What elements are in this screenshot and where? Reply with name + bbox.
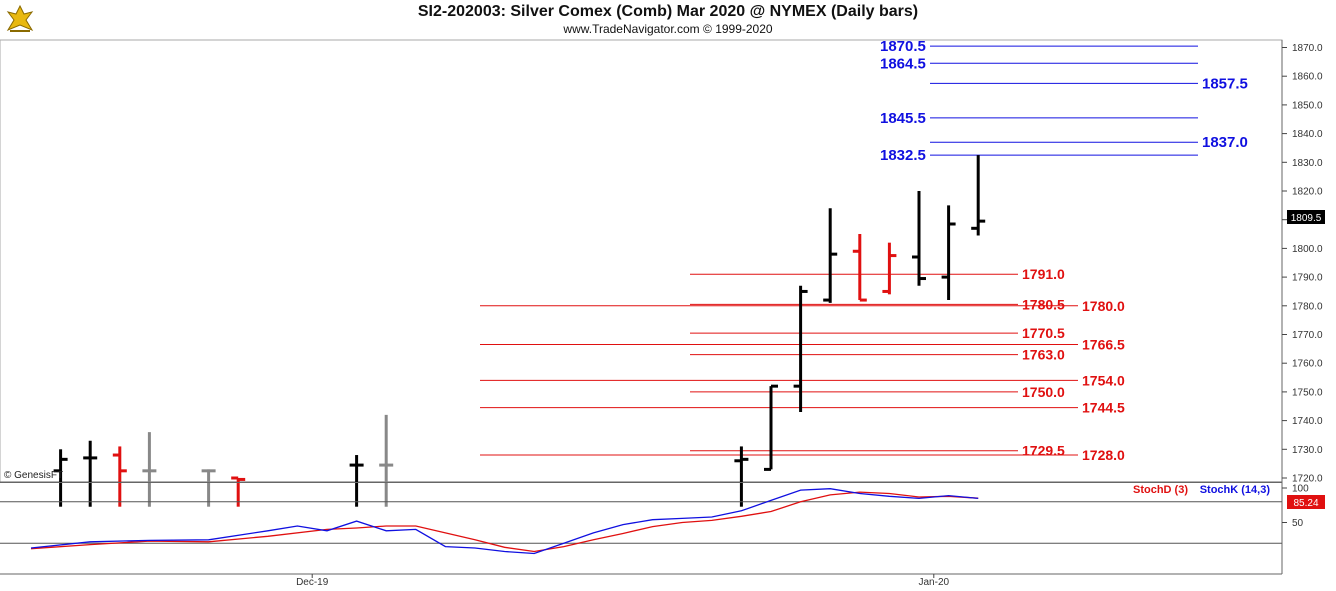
y-tick-label: 1820.0 xyxy=(1292,187,1323,198)
ohlc-bar xyxy=(112,446,127,507)
last-price-label: 1809.5 xyxy=(1291,213,1322,224)
level-label: 1845.5 xyxy=(880,110,926,127)
level-label: 1780.5 xyxy=(1022,296,1065,312)
y-tick-label: 1750.0 xyxy=(1292,387,1323,398)
level-label: 1754.0 xyxy=(1082,372,1125,388)
ohlc-bar xyxy=(349,455,364,507)
level-label: 1728.0 xyxy=(1082,447,1125,463)
y-tick-label: 1870.0 xyxy=(1292,43,1323,54)
level-label: 1750.0 xyxy=(1022,384,1065,400)
stochastic-panel: 50 100 xyxy=(0,484,1309,555)
x-tick-label: Dec-19 xyxy=(296,577,329,588)
level-label: 1763.0 xyxy=(1022,347,1065,363)
y-tick-label: 1720.0 xyxy=(1292,474,1323,485)
ohlc-bar xyxy=(971,155,986,236)
y-tick-label: 1770.0 xyxy=(1292,330,1323,341)
level-label: 1870.5 xyxy=(880,38,926,55)
price-panel-frame xyxy=(0,39,1283,483)
legend-stochk: StochK (14,3) xyxy=(1200,484,1271,496)
stoch-series-line xyxy=(30,491,979,553)
level-label: 1744.5 xyxy=(1082,400,1125,416)
y-tick-label: 1790.0 xyxy=(1292,273,1323,284)
last-price-badge xyxy=(1287,210,1325,224)
price-axis: 1720.0 1730.0 1740.0 1750.0 1760.0 1770.0 1780… xyxy=(1282,43,1323,485)
ohlc-bar xyxy=(142,432,157,507)
trade-navigator-logo-icon xyxy=(6,4,34,32)
ohlc-bar xyxy=(852,234,867,302)
y-tick-label: 1730.0 xyxy=(1292,445,1323,456)
level-label: 1770.5 xyxy=(1022,325,1065,341)
ohlc-bar xyxy=(201,469,216,507)
stoch-series-line xyxy=(30,488,979,555)
ohlc-bar xyxy=(764,384,778,471)
stoch-last-badge xyxy=(1287,495,1325,509)
level-label: 1766.5 xyxy=(1082,337,1125,353)
y-tick-label: 1830.0 xyxy=(1292,158,1323,169)
y-tick-label: 1850.0 xyxy=(1292,100,1323,111)
y-tick-label: 1840.0 xyxy=(1292,129,1323,140)
y-tick-label: 1860.0 xyxy=(1292,72,1323,83)
y-tick-label: 1760.0 xyxy=(1292,359,1323,370)
ohlc-bar xyxy=(941,205,956,301)
ohlc-bar xyxy=(53,449,68,507)
level-label: 1780.0 xyxy=(1082,298,1125,314)
ohlc-bar xyxy=(83,440,98,507)
legend-stochd: StochD (3) xyxy=(1133,484,1188,496)
level-label: 1837.0 xyxy=(1202,134,1248,151)
ohlc-bar xyxy=(882,242,897,295)
chart-title: SI2-202003: Silver Comex (Comb) Mar 2020… xyxy=(417,3,919,20)
stoch-tick-label: 50 xyxy=(1292,518,1304,529)
ohlc-bars xyxy=(0,155,1282,507)
chart-subtitle: www.TradeNavigator.com © 1999-2020 xyxy=(563,22,773,36)
level-label: 1729.5 xyxy=(1022,443,1065,459)
ohlc-bar xyxy=(823,208,838,303)
x-axis: Dec-19 Jan-20 xyxy=(296,574,950,588)
y-tick-label: 1800.0 xyxy=(1292,244,1323,255)
level-label: 1857.5 xyxy=(1202,75,1248,92)
ohlc-bar xyxy=(793,285,808,412)
ohlc-bar xyxy=(379,414,394,507)
stoch-tick-label: 100 xyxy=(1292,484,1309,495)
watermark: © GenesisFT xyxy=(4,470,63,481)
price-panel-bottom-edge xyxy=(0,482,1282,483)
level-label: 1791.0 xyxy=(1022,266,1065,282)
y-tick-label: 1740.0 xyxy=(1292,416,1323,427)
ohlc-bar xyxy=(912,191,926,286)
ohlc-bar xyxy=(734,446,749,507)
stoch-last-label: 85.24 xyxy=(1293,498,1318,509)
level-label: 1832.5 xyxy=(880,147,926,164)
level-label: 1864.5 xyxy=(880,55,926,72)
title-bar: SI2-202003: Silver Comex (Comb) Mar 2020… xyxy=(0,0,1336,40)
y-tick-label: 1780.0 xyxy=(1292,301,1323,312)
x-tick-label: Jan-20 xyxy=(919,577,950,588)
